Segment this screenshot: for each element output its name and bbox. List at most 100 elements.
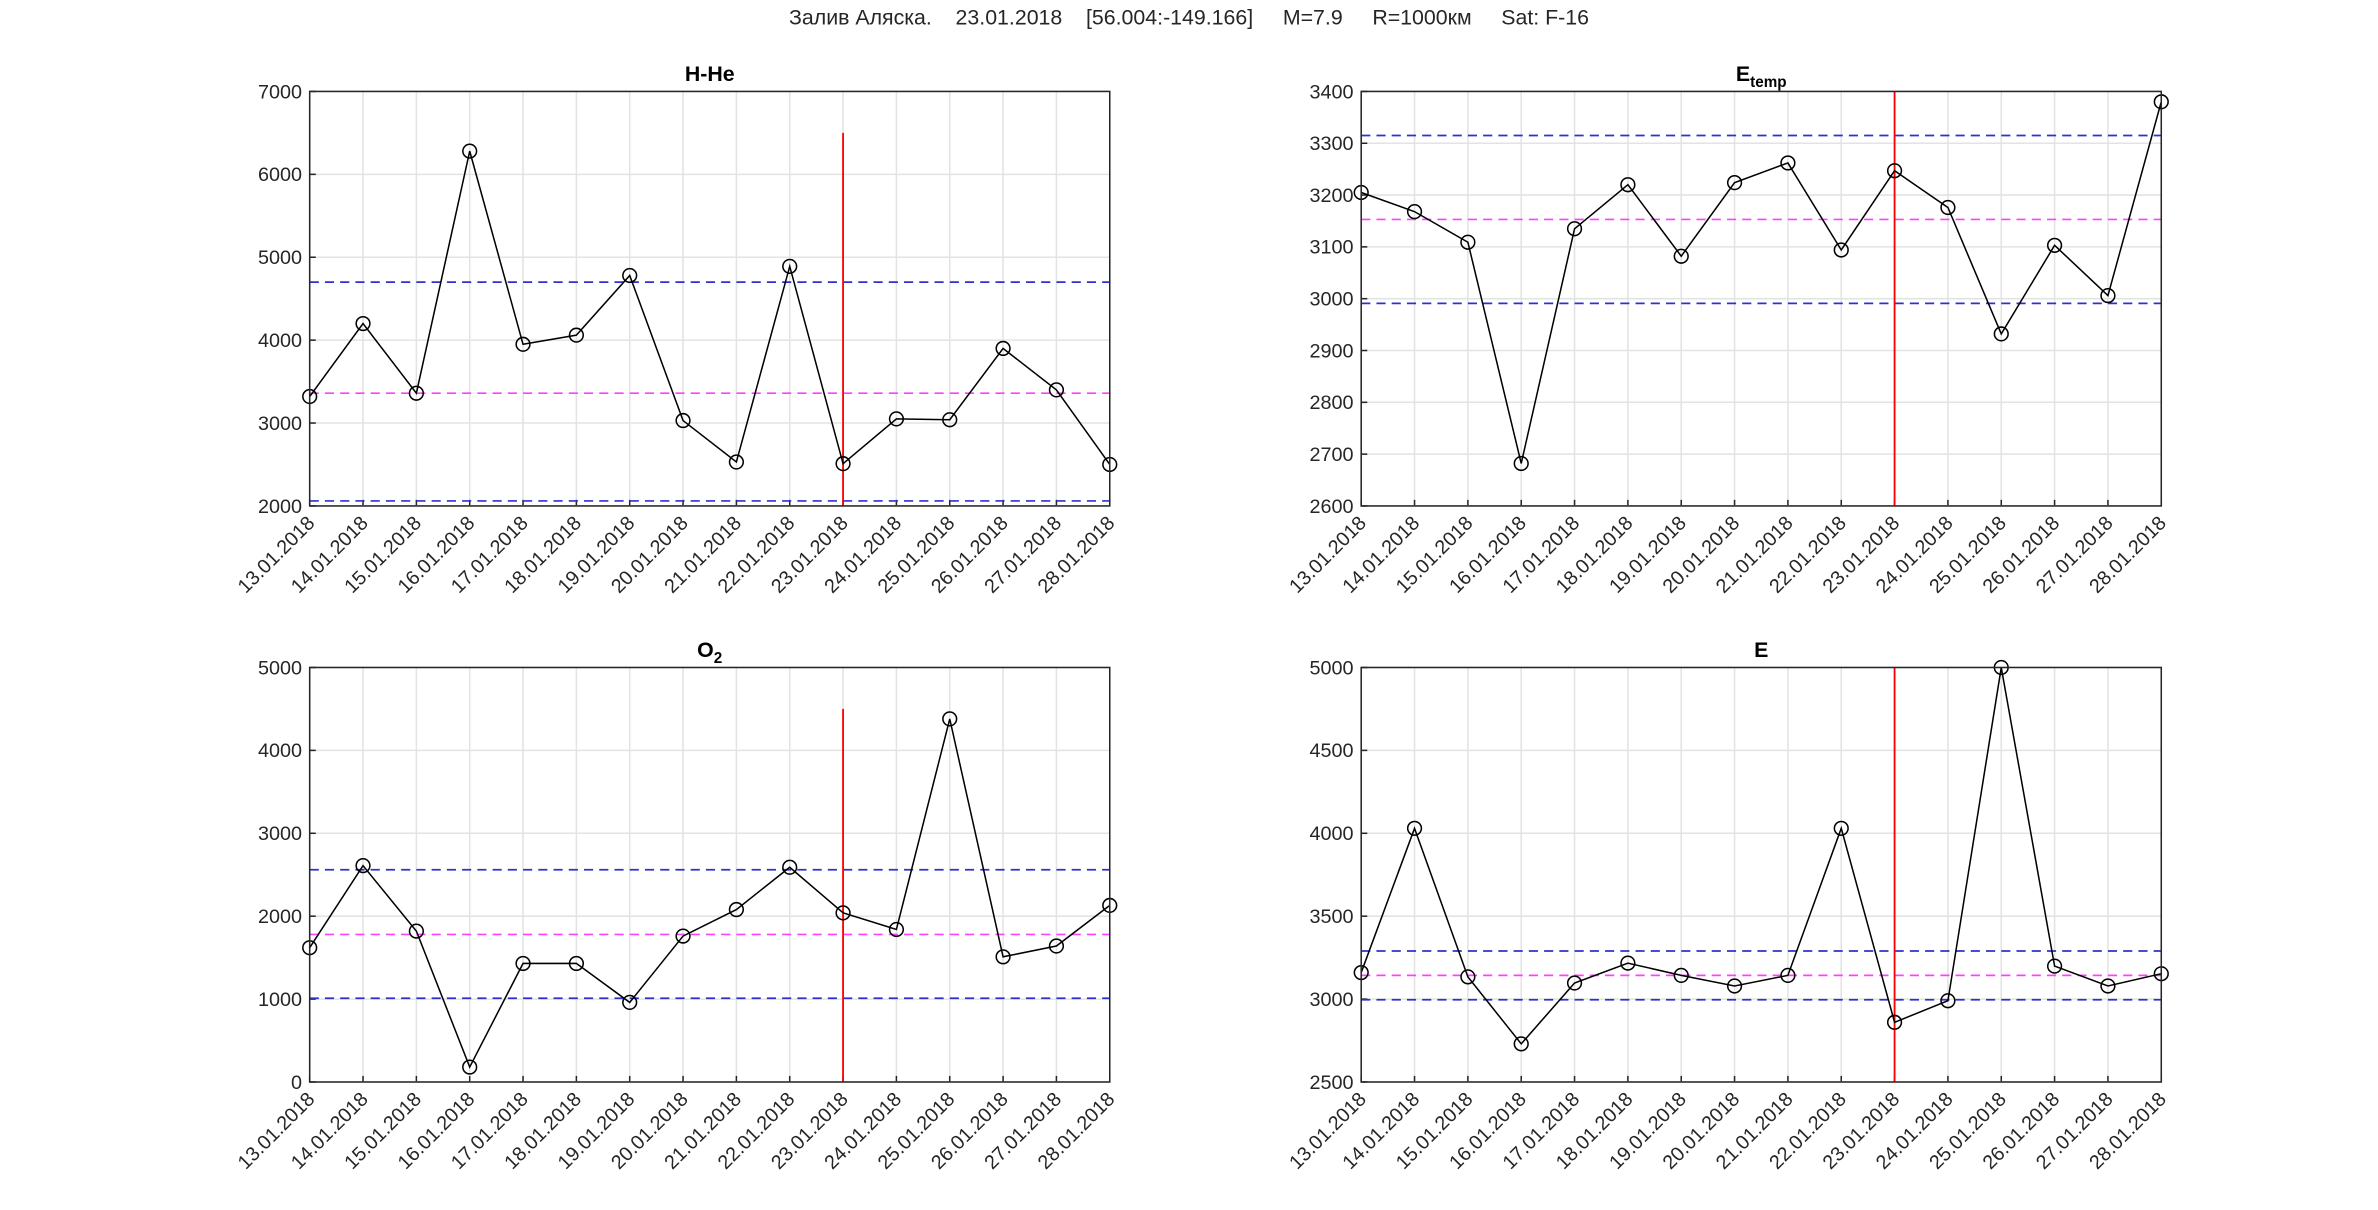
data-marker [1780,967,1796,983]
y-tick-label: 2700 [1310,444,1354,466]
data-marker [1513,455,1529,472]
data-marker [1726,978,1743,994]
figure-title: Залив Аляска. 23.01.2018 [56.004:-149.16… [789,5,1589,29]
data-marker [462,1059,478,1075]
data-marker [1460,969,1476,985]
data-marker [2100,287,2116,304]
y-tick-label: 5000 [1310,657,1354,679]
y-tick-label: 0 [291,1072,302,1094]
axes-box [308,666,1111,1083]
y-tick-label: 4000 [258,330,302,352]
data-marker [515,336,531,352]
y-tick-label: 2600 [1310,496,1354,518]
data-marker [408,923,424,939]
data-marker [1940,993,1956,1009]
subplot-title: E [1754,638,1768,662]
data-marker [515,955,531,972]
subplot-title: Etemp [1736,62,1787,91]
data-line [1360,667,2162,1046]
data-marker [2046,237,2063,253]
y-tick-label: 5000 [258,247,302,269]
y-tick-label: 2500 [1310,1072,1354,1094]
y-tick-label: 3000 [258,823,302,845]
data-line [309,150,1111,466]
data-marker [675,928,691,944]
data-marker [728,901,745,918]
y-tick-label: 3500 [1310,906,1354,928]
data-marker [1726,175,1743,191]
data-marker [462,143,478,159]
subplot-title-subscript: 2 [714,650,722,667]
data-marker [942,711,958,727]
data-line [1360,101,2163,464]
data-marker [622,994,638,1011]
data-marker [835,905,851,921]
y-tick-label: 3100 [1310,237,1354,259]
data-marker [1460,234,1476,250]
y-tick-label: 4000 [258,740,302,762]
data-marker [1048,938,1065,954]
data-marker [1673,248,1689,264]
subplot-title-main: O [697,638,714,662]
y-tick-label: 1000 [258,989,302,1011]
y-tick-label: 7000 [258,81,302,103]
subplot-title-main: E [1754,638,1768,662]
y-tick-label: 2000 [258,496,302,518]
data-marker [728,454,745,470]
subplot-title-subscript: temp [1750,74,1786,91]
data-marker [1620,955,1636,971]
data-marker [1406,204,1423,220]
plot-area [309,667,1110,1082]
y-tick-label: 3000 [1310,989,1354,1011]
y-tick-label: 3200 [1310,185,1354,207]
y-tick-label: 2800 [1310,392,1354,414]
y-tick-label: 4000 [1310,823,1354,845]
data-marker [1048,382,1065,398]
y-tick-label: 3400 [1310,81,1354,103]
y-tick-label: 4500 [1310,740,1354,762]
data-marker [622,267,638,284]
data-marker [1673,967,1689,983]
y-tick-label: 3300 [1310,133,1354,155]
subplot-title: H-He [685,62,735,86]
data-marker [568,327,584,343]
data-marker [568,955,584,972]
data-marker [1886,163,1903,179]
data-marker [355,315,371,332]
data-marker [782,258,798,274]
data-marker [782,859,798,875]
data-marker [1993,326,2009,342]
data-marker [888,411,905,427]
data-marker [995,340,1011,357]
data-marker [1833,242,1849,258]
data-marker [2100,978,2116,994]
y-tick-label: 5000 [258,657,302,679]
axes-box [1360,666,2163,1083]
y-tick-label: 3000 [258,413,302,435]
data-marker [1940,199,1956,216]
data-marker [355,857,371,874]
data-marker [2046,958,2063,974]
subplot-title-main: E [1736,62,1750,86]
axes-box [308,90,1111,507]
data-marker [835,456,851,472]
data-marker [1513,1036,1529,1052]
data-marker [675,412,691,429]
data-marker [1566,221,1583,237]
data-marker [408,385,424,401]
data-marker [1780,155,1796,171]
axes-box [1360,90,2163,507]
y-tick-label: 3000 [1310,289,1354,311]
plot-area [1361,667,2162,1082]
data-marker [1406,820,1423,836]
data-marker [888,921,905,938]
data-line [309,718,1111,1069]
data-marker [995,949,1011,965]
data-marker [1886,1014,1903,1030]
data-marker [1833,820,1849,836]
subplot-title: O2 [697,638,722,667]
subplot-title-main: H-He [685,62,735,86]
y-tick-label: 2900 [1310,340,1354,362]
